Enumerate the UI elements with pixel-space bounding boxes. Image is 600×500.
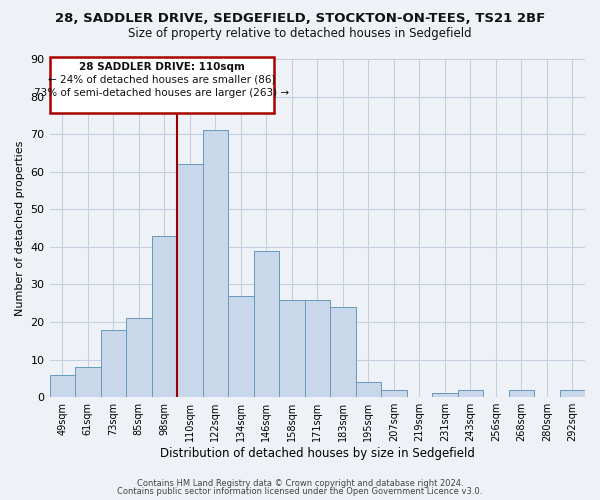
Text: 73% of semi-detached houses are larger (263) →: 73% of semi-detached houses are larger (…	[34, 88, 290, 99]
Text: Contains public sector information licensed under the Open Government Licence v3: Contains public sector information licen…	[118, 487, 482, 496]
X-axis label: Distribution of detached houses by size in Sedgefield: Distribution of detached houses by size …	[160, 447, 475, 460]
Text: ← 24% of detached houses are smaller (86): ← 24% of detached houses are smaller (86…	[48, 75, 276, 85]
Bar	[356, 382, 381, 397]
Bar	[381, 390, 407, 397]
Text: Size of property relative to detached houses in Sedgefield: Size of property relative to detached ho…	[128, 28, 472, 40]
Bar	[50, 57, 274, 114]
Bar	[126, 318, 152, 397]
Bar	[330, 307, 356, 397]
Text: 28, SADDLER DRIVE, SEDGEFIELD, STOCKTON-ON-TEES, TS21 2BF: 28, SADDLER DRIVE, SEDGEFIELD, STOCKTON-…	[55, 12, 545, 26]
Text: Contains HM Land Registry data © Crown copyright and database right 2024.: Contains HM Land Registry data © Crown c…	[137, 478, 463, 488]
Bar	[279, 300, 305, 397]
Text: 28 SADDLER DRIVE: 110sqm: 28 SADDLER DRIVE: 110sqm	[79, 62, 245, 72]
Bar	[228, 296, 254, 397]
Bar	[509, 390, 534, 397]
Bar	[203, 130, 228, 397]
Y-axis label: Number of detached properties: Number of detached properties	[15, 140, 25, 316]
Bar	[177, 164, 203, 397]
Bar	[560, 390, 585, 397]
Bar	[50, 374, 75, 397]
Bar	[152, 236, 177, 397]
Bar	[101, 330, 126, 397]
Bar	[432, 394, 458, 397]
Bar	[75, 367, 101, 397]
Bar	[458, 390, 483, 397]
Bar	[305, 300, 330, 397]
Bar	[254, 250, 279, 397]
